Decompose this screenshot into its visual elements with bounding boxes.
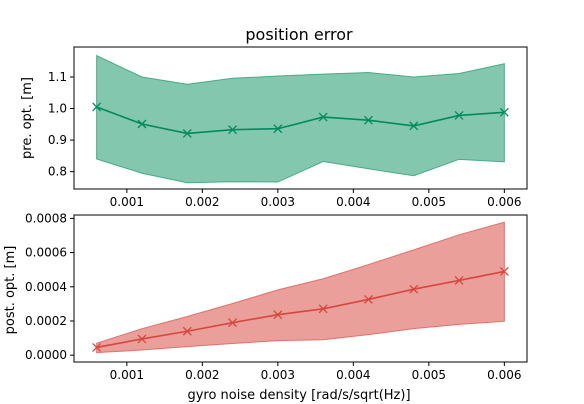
bottom-panel: 0.001 0.002 0.003 0.004 0.005 0.006 0.0000 0.00… [3,211,528,382]
bottom-y-tick-label: 0.0006 [25,246,67,260]
top-band-layer [96,54,505,184]
top-x-tick-label: 0.006 [487,195,521,209]
bottom-data-point [454,276,464,285]
top-data-point [228,125,238,135]
top-axes-layer: 0.001 0.002 0.003 0.004 0.005 0.006 0.8 0.9 1.0 1… [48,46,528,209]
bottom-x-tick-label: 0.006 [487,368,521,382]
x-axis-label: gyro noise density [rad/s/sqrt(Hz)] [187,388,410,403]
top-ylabel: pre. opt. [m] [20,77,35,159]
top-data-point [318,112,328,122]
bottom-confidence-band [96,221,505,354]
bottom-x-tick-label: 0.001 [110,368,144,382]
top-data-point [182,129,192,138]
figure-title: position error [245,25,353,44]
bottom-y-tick-label: 0.0000 [25,348,67,362]
top-y-tick-label: 0.8 [48,165,67,179]
top-data-point [409,121,419,131]
top-confidence-band [96,54,505,184]
bottom-x-tick-label: 0.002 [185,368,219,382]
bottom-axes-frame [73,214,528,363]
top-x-tick-label: 0.002 [185,195,219,209]
top-data-point [363,115,373,125]
top-series-line [96,106,505,135]
bottom-data-point [499,266,509,276]
bottom-data-point [409,284,419,294]
bottom-data-point [363,294,373,304]
top-y-tick-label: 1.0 [48,102,67,116]
top-axes-frame [73,46,528,190]
bottom-series-line [96,270,505,349]
bottom-series-layer [92,266,509,352]
bottom-axes-layer: 0.001 0.002 0.003 0.004 0.005 0.006 0.0000 0.00… [25,211,528,382]
bottom-band-layer [96,221,505,354]
top-x-tick-label: 0.003 [261,195,295,209]
top-series-layer [92,102,509,138]
bottom-y-tick-label: 0.0004 [25,280,67,294]
bottom-y-tick-label: 0.0002 [25,314,67,328]
bottom-y-tick-label: 0.0008 [25,211,67,225]
bottom-ylabel: post. opt. [m] [3,246,18,335]
top-data-point [499,107,509,117]
top-data-point [92,102,102,112]
bottom-x-tick-label: 0.003 [261,368,295,382]
bottom-x-tick-label: 0.005 [412,368,446,382]
top-panel: 0.001 0.002 0.003 0.004 0.005 0.006 0.8 0.9 1.0 1… [20,46,528,209]
bottom-data-point [92,343,102,352]
bottom-data-point [137,334,147,344]
top-data-point [137,119,147,129]
bottom-data-point [318,304,328,314]
top-x-tick-label: 0.004 [336,195,370,209]
top-x-tick-label: 0.001 [110,195,144,209]
top-data-point [273,124,283,134]
top-y-tick-label: 1.1 [48,70,67,84]
top-x-tick-label: 0.005 [412,195,446,209]
bottom-data-point [228,318,238,328]
bottom-data-point [182,326,192,336]
top-y-tick-label: 0.9 [48,133,67,147]
bottom-x-tick-label: 0.004 [336,368,370,382]
bottom-data-point [273,310,283,320]
top-data-point [454,111,464,120]
